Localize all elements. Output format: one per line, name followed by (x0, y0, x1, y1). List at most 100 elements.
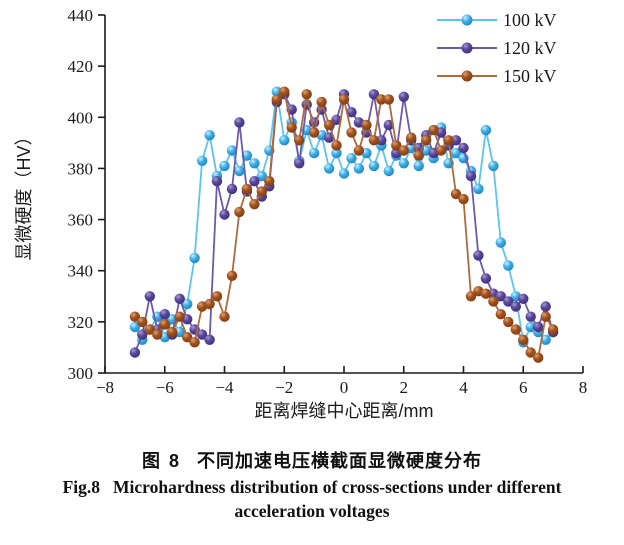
data-point-marker (219, 311, 230, 322)
data-point-marker (353, 145, 365, 156)
data-point-marker (443, 135, 454, 146)
data-point-marker (510, 301, 521, 312)
data-point-marker (495, 237, 506, 248)
data-point-marker (264, 176, 275, 187)
data-point-marker (503, 260, 514, 271)
data-point-marker (376, 135, 387, 146)
series-150-kv (129, 86, 559, 363)
data-point-marker (428, 124, 439, 136)
data-point-marker (129, 321, 141, 333)
microhardness-chart: 300 320 340 360 380 400 420 440 −8 −6 −4 −2 0 2 4 6 8 显微硬… (14, 6, 587, 421)
data-point-marker (129, 347, 141, 358)
data-point-marker (234, 165, 245, 177)
data-point-marker (518, 293, 529, 304)
y-tick-label: 380 (68, 159, 94, 178)
data-point-marker (211, 176, 223, 187)
data-point-marker (211, 291, 223, 302)
data-point-marker (226, 145, 238, 156)
data-point-marker (525, 321, 536, 333)
y-tick-label: 360 (68, 211, 94, 230)
data-point-marker (533, 352, 544, 363)
data-point-marker (450, 188, 462, 200)
data-point-marker (406, 132, 417, 143)
data-point-marker (234, 117, 245, 128)
data-point-marker (368, 135, 380, 146)
series-100-kv (129, 86, 559, 348)
legend-item-150-kv: 150 kV (437, 66, 557, 86)
data-point-marker (421, 135, 432, 146)
data-point-marker (323, 119, 335, 131)
x-tick-label: 0 (340, 378, 349, 397)
x-tick-label: 2 (400, 378, 409, 397)
data-point-marker (294, 158, 305, 169)
data-point-marker (182, 298, 193, 310)
data-point-marker (495, 291, 506, 302)
data-point-marker (249, 158, 260, 169)
data-point-marker (308, 127, 320, 138)
data-point-marker (525, 311, 536, 322)
data-point-marker (331, 140, 342, 151)
data-point-marker (182, 332, 193, 343)
data-point-marker (488, 296, 499, 307)
data-point-marker (279, 86, 290, 97)
data-point-marker (540, 334, 551, 345)
data-point-marker (503, 316, 514, 328)
data-point-marker (241, 150, 253, 161)
data-point-marker (286, 122, 297, 133)
data-point-marker (480, 288, 492, 299)
data-point-marker (413, 150, 424, 161)
data-point-marker (458, 142, 469, 154)
data-point-marker (450, 135, 462, 146)
x-tick-label: −2 (275, 378, 293, 397)
data-point-marker (503, 296, 514, 307)
data-point-marker (338, 94, 350, 105)
data-point-marker (129, 311, 141, 322)
data-point-marker (249, 176, 260, 187)
data-point-marker (241, 183, 253, 195)
legend-label: 100 kV (503, 10, 557, 30)
data-point-marker (271, 94, 282, 105)
data-point-marker (488, 160, 499, 172)
data-point-marker (473, 250, 484, 261)
data-point-marker (525, 347, 536, 358)
data-point-marker (376, 94, 387, 105)
data-point-marker (152, 329, 163, 340)
data-point-marker (137, 329, 148, 340)
data-point-marker (226, 183, 238, 195)
data-point-marker (391, 140, 402, 151)
data-point-marker (398, 91, 409, 103)
caption-zh-label: 图 8 (141, 451, 181, 471)
data-point-marker (435, 145, 447, 156)
y-tick-label: 300 (68, 364, 94, 383)
data-point-marker (473, 183, 484, 195)
data-point-marker (540, 311, 551, 322)
legend-marker (461, 14, 473, 26)
x-tick-label: −6 (156, 378, 174, 397)
data-point-marker (323, 132, 335, 143)
data-point-marker (480, 273, 492, 284)
caption-zh-text: 不同加速电压横截面显微硬度分布 (197, 451, 482, 471)
data-point-marker (458, 193, 469, 205)
data-point-marker (383, 119, 394, 131)
legend-label: 150 kV (503, 66, 557, 86)
y-tick-label: 340 (68, 262, 94, 281)
caption-en-text: Microhardness distribution of cross-sect… (113, 477, 562, 497)
data-point-marker (465, 291, 477, 302)
y-tick-label: 420 (68, 57, 94, 76)
data-point-marker (368, 89, 380, 100)
data-point-marker (518, 334, 529, 345)
data-point-marker (167, 326, 178, 338)
data-point-marker (331, 114, 342, 126)
data-point-marker (338, 168, 350, 179)
data-point-marker (331, 147, 342, 159)
legend-item-100-kv: 100 kV (437, 10, 557, 30)
data-point-marker (346, 127, 357, 138)
caption-english-line2: acceleration voltages (234, 501, 390, 521)
data-point-marker (308, 147, 320, 159)
caption-english-line1: Fig.8 Microhardness distribution of cross… (0, 477, 624, 498)
caption-chinese: 图 8 不同加速电压横截面显微硬度分布 (0, 447, 624, 473)
data-point-marker (234, 206, 245, 218)
data-point-marker (294, 135, 305, 146)
x-tick-label: −4 (215, 378, 234, 397)
